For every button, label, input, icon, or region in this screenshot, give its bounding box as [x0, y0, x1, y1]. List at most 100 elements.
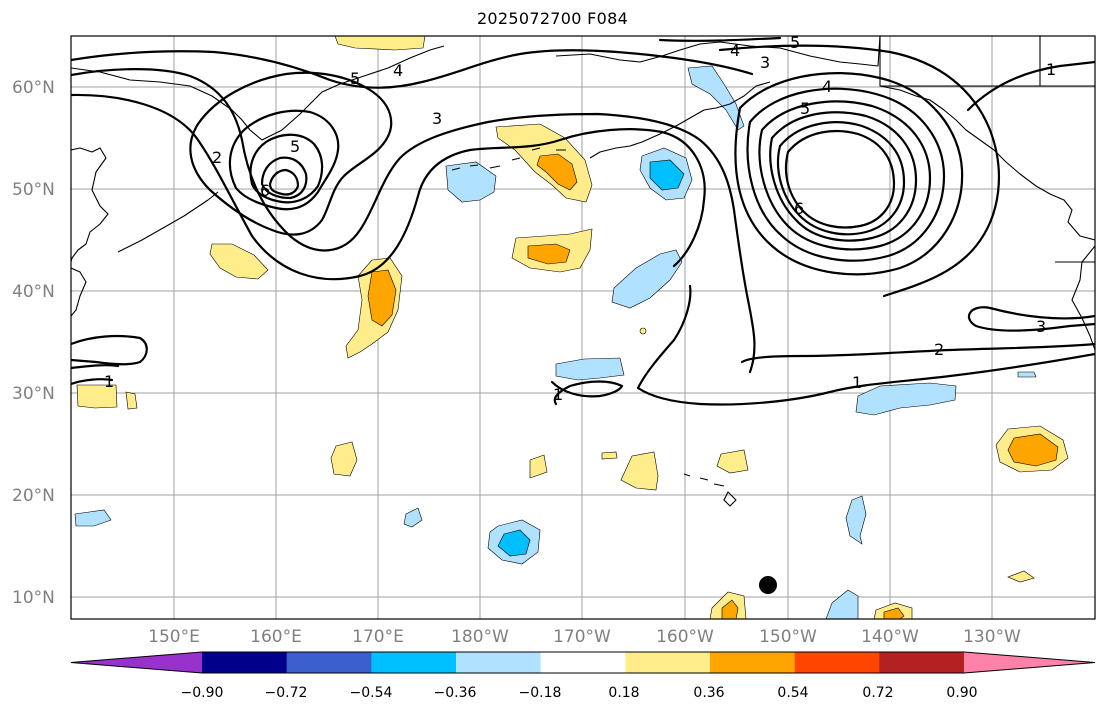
negative-anomaly-area [1017, 371, 1037, 378]
negative-anomaly-area [845, 495, 867, 545]
latitude-labels: 60°N 50°N 40°N 30°N 20°N 10°N [12, 78, 55, 608]
positive-anomaly-area [209, 243, 269, 280]
lat-label: 30°N [12, 384, 55, 404]
positive-anomaly-area [620, 451, 659, 491]
contour-line [260, 156, 308, 200]
negative-anomaly-area [497, 529, 531, 557]
positive-anomaly-area [527, 243, 571, 265]
contour-label: 1 [852, 373, 862, 392]
positive-anomaly-area [716, 449, 749, 474]
contour-line [71, 378, 114, 386]
colorbar-segment [794, 652, 880, 673]
colorbar-tick-label: 0.90 [946, 685, 977, 701]
colorbar-extend-high [964, 652, 1095, 673]
lon-label: 170°W [553, 627, 611, 647]
positive-anomaly-area [721, 599, 739, 619]
colorbar-labels: −0.90 −0.72 −0.54 −0.36 −0.18 0.18 0.36 … [181, 685, 978, 701]
colorbar-segment [710, 652, 796, 673]
positive-anomaly-area [367, 269, 397, 327]
negative-anomaly-area [687, 65, 745, 131]
contour-label-group: 1 1 1 1 2 2 3 3 3 4 4 4 5 5 5 5 6 6 [104, 36, 1056, 404]
longitude-labels: 150°E 160°E 170°E 180°W 170°W 160°W 150°… [148, 627, 1021, 647]
lon-label: 150°E [148, 627, 200, 647]
contour-label: 1 [104, 372, 114, 391]
contour-line [746, 87, 946, 262]
contour-line [658, 36, 782, 42]
positive-anomaly-area [125, 391, 138, 410]
colorbar-segment [625, 652, 711, 673]
lon-label: 160°W [656, 627, 714, 647]
shaded-anomalies [74, 36, 1069, 619]
coastline-gulf-of-alaska [879, 85, 1095, 241]
positive-anomaly-area [601, 451, 618, 460]
graticule [71, 36, 1095, 619]
map-background [71, 36, 1095, 619]
map-frame [70, 35, 1096, 620]
positive-anomaly-area [330, 441, 358, 477]
colorbar-segment [456, 652, 542, 673]
contour-line [228, 109, 340, 211]
positive-anomaly-area [639, 327, 647, 335]
positive-anomaly-area [529, 454, 548, 479]
colorbar-segment [879, 652, 965, 673]
contour-line [71, 334, 148, 366]
colorbar [70, 651, 1096, 674]
contour-line [784, 129, 896, 229]
coastline-kuril-islands [117, 191, 219, 253]
positive-anomaly-area [536, 153, 578, 191]
colorbar-tick-label: 0.18 [608, 685, 639, 701]
colorbar-extend-low [71, 652, 202, 673]
coastline-aleutians [451, 81, 771, 171]
positive-anomaly-area [76, 384, 118, 409]
contour-label: 6 [260, 181, 270, 200]
coastline-hawaii [683, 473, 737, 507]
contour-label: 6 [794, 199, 804, 218]
colorbar-tick-label: −0.54 [350, 685, 393, 701]
colorbar-outline [70, 651, 1096, 674]
contour-line [550, 380, 624, 406]
lat-label: 50°N [12, 180, 55, 200]
colorbar-segment [540, 652, 626, 673]
positive-anomaly-area [334, 36, 426, 51]
contour-label: 3 [432, 109, 442, 128]
negative-anomaly-area [445, 161, 497, 203]
contour-line [71, 68, 756, 374]
colorbar-tick-label: −0.72 [265, 685, 308, 701]
contour-line [769, 111, 918, 242]
negative-anomaly-area [825, 589, 859, 619]
positive-anomaly-area [1007, 433, 1059, 467]
negative-anomaly-area [555, 357, 625, 381]
contour-label: 1 [1046, 60, 1056, 79]
lat-label: 40°N [12, 282, 55, 302]
contour-label: 5 [800, 99, 810, 118]
colorbar-tick-label: 0.72 [862, 685, 893, 701]
contour-label: 3 [760, 53, 770, 72]
contour-line [71, 364, 120, 370]
negative-anomaly-area [403, 507, 423, 528]
contour-line [758, 100, 932, 251]
negative-anomaly-area [649, 159, 685, 191]
negative-anomaly-area [855, 382, 957, 416]
contour-label: 4 [393, 61, 403, 80]
contour-line [740, 342, 1095, 364]
colorbar-tick-label: 0.36 [693, 685, 724, 701]
contour-line [776, 121, 906, 236]
colorbar-tick-label: −0.18 [519, 685, 562, 701]
lat-label: 20°N [12, 486, 55, 506]
contour-label: 2 [212, 148, 222, 167]
contour-label: 4 [730, 41, 740, 60]
contour-line [71, 93, 706, 281]
positive-anomaly-area [883, 607, 905, 619]
coastline-alaska [555, 36, 881, 67]
contour-label: 4 [822, 77, 832, 96]
lat-label: 10°N [12, 588, 55, 608]
contour-line [718, 44, 1000, 298]
colorbar-segment [286, 652, 372, 673]
contour-label: 5 [290, 137, 300, 156]
lon-label: 170°E [352, 627, 404, 647]
contour-label: 5 [350, 69, 360, 88]
negative-anomaly-area [74, 509, 112, 527]
lon-label: 150°W [759, 627, 817, 647]
coastlines [71, 36, 1095, 507]
